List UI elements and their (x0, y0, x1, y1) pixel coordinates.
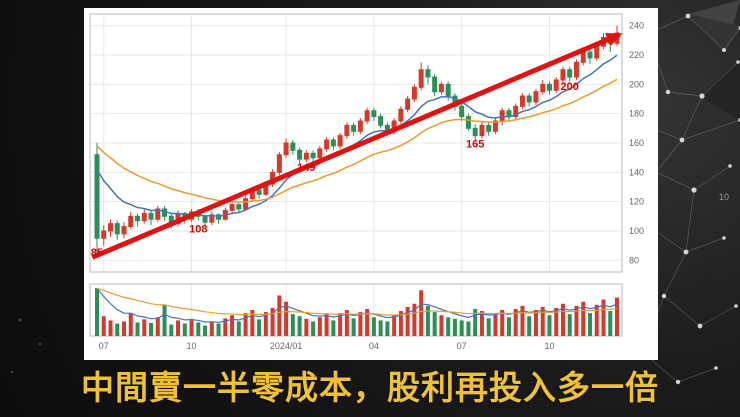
svg-text:07: 07 (457, 341, 467, 351)
svg-text:108: 108 (189, 223, 207, 235)
page-number: 10 (718, 192, 729, 202)
svg-text:149: 149 (297, 162, 315, 174)
svg-text:07: 07 (99, 341, 109, 351)
svg-text:85: 85 (91, 247, 103, 259)
svg-text:220: 220 (629, 50, 644, 60)
svg-text:04: 04 (369, 341, 379, 351)
svg-text:180: 180 (629, 109, 644, 119)
svg-text:10: 10 (187, 341, 197, 351)
svg-text:140: 140 (629, 167, 644, 177)
svg-text:200: 200 (561, 81, 579, 93)
candlestick-chart: 80 100 120 140 160 180 200 220 240 07 10 2024/01 04 0… (89, 13, 644, 351)
svg-text:120: 120 (629, 197, 644, 207)
caption: 中間賣一半零成本，股利再投入多一倍 (81, 369, 659, 406)
svg-text:240: 240 (629, 21, 644, 31)
stock-chart-panel: 80 100 120 140 160 180 200 220 240 07 10 2024/01 04 0… (84, 8, 658, 360)
svg-text:2024/01: 2024/01 (270, 341, 303, 351)
svg-text:80: 80 (629, 255, 639, 265)
svg-text:10: 10 (544, 341, 554, 351)
svg-text:160: 160 (629, 138, 644, 148)
svg-text:100: 100 (629, 226, 644, 236)
svg-text:200: 200 (629, 79, 644, 89)
svg-text:165: 165 (466, 138, 484, 150)
